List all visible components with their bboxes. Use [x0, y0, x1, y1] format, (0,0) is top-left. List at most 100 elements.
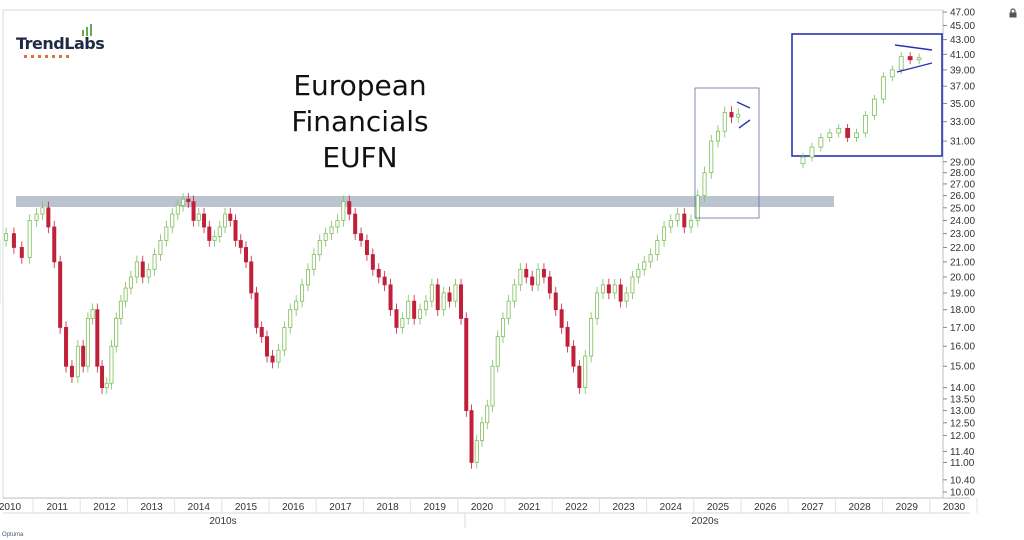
candle-body	[52, 226, 57, 263]
candle-body	[186, 198, 191, 203]
candle-body	[207, 226, 212, 241]
candle-body	[294, 300, 299, 311]
candle-body	[412, 300, 417, 319]
candle-body	[447, 292, 452, 302]
zoom-upper-trendline	[736, 101, 751, 109]
candle-body	[118, 300, 123, 319]
inset-lower-trendline	[896, 62, 933, 73]
candle-body	[682, 213, 687, 228]
y-tick-label: 22.00	[950, 243, 975, 254]
candle-body	[547, 276, 552, 294]
candle-body	[353, 213, 358, 235]
candle-body	[134, 261, 139, 278]
candle-body	[722, 112, 727, 132]
y-tick-label: 47.00	[950, 8, 975, 19]
y-tick-label: 12.50	[950, 418, 975, 429]
y-tick-label: 19.00	[950, 288, 975, 299]
candle-body	[530, 276, 535, 286]
lock-icon[interactable]	[1008, 8, 1018, 18]
y-tick-label: 16.00	[950, 342, 975, 353]
inset-candle-body	[818, 137, 824, 148]
y-tick-label: 12.00	[950, 431, 975, 442]
x-year-label: 2022	[565, 502, 588, 513]
inset-candle-body	[863, 114, 868, 134]
candle-body	[58, 261, 63, 328]
y-tick-label: 14.00	[950, 383, 975, 394]
candle-body	[300, 284, 305, 302]
y-axis-ticks: 47.00 45.00 43.00 41.00 39.00 37.00 35.00 33.00…	[943, 8, 975, 499]
candle-body	[662, 226, 667, 241]
candle-body	[423, 300, 428, 311]
zoom-region-box	[694, 87, 760, 219]
candle-body	[559, 309, 564, 328]
y-tick-label: 13.50	[950, 394, 975, 405]
candle-body	[34, 213, 39, 221]
candle-body	[418, 309, 423, 319]
candle-body	[212, 235, 217, 241]
candle-body	[249, 261, 254, 294]
candle-body	[606, 284, 611, 294]
candle-body	[479, 422, 484, 442]
candle-body	[459, 284, 464, 319]
y-tick-label: 26.00	[950, 191, 975, 202]
x-year-label: 2017	[329, 502, 352, 513]
candle-body	[648, 254, 653, 263]
candle-body	[311, 254, 316, 270]
x-year-label: 2027	[801, 502, 824, 513]
candle-body	[376, 268, 381, 278]
x-year-label: 2011	[46, 502, 68, 513]
x-year-label: 2025	[707, 502, 730, 513]
inset-candle-body	[898, 56, 904, 71]
y-tick-label: 20.00	[950, 273, 975, 284]
candle-body	[364, 240, 369, 255]
x-year-label: 2015	[235, 502, 258, 513]
y-tick-label: 45.00	[950, 21, 975, 32]
candle-body	[675, 213, 680, 221]
candle-body	[85, 318, 90, 367]
candle-body	[341, 201, 346, 221]
candle-body	[729, 112, 734, 118]
candle-body	[259, 327, 264, 338]
inset-candle-body	[845, 127, 851, 138]
x-year-label: 2030	[943, 502, 966, 513]
inset-candle-body	[889, 69, 895, 78]
inset-upper-trendline	[894, 44, 933, 51]
y-tick-label: 33.00	[950, 117, 975, 128]
candle-body	[394, 309, 399, 328]
y-tick-label: 31.00	[950, 137, 975, 148]
candle-body	[100, 365, 105, 389]
x-year-label: 2028	[848, 502, 871, 513]
candle-body	[128, 276, 133, 289]
candle-body	[370, 254, 375, 270]
candle-body	[335, 220, 340, 228]
x-year-label: 2016	[282, 502, 305, 513]
y-tick-label: 24.00	[950, 216, 975, 227]
candle-body	[655, 240, 660, 255]
candle-body	[264, 336, 269, 357]
x-year-label: 2010	[0, 502, 22, 513]
candle-body	[689, 220, 694, 228]
y-tick-label: 21.00	[950, 257, 975, 268]
candle-body	[152, 254, 157, 270]
candle-body	[512, 284, 517, 302]
candle-body	[228, 213, 233, 221]
x-year-label: 2020	[471, 502, 494, 513]
inset-candles	[800, 52, 922, 169]
candle-body	[217, 226, 222, 237]
candle-body	[388, 284, 393, 311]
optuma-text: Optuma	[2, 532, 24, 538]
x-year-label: 2018	[376, 502, 399, 513]
candle-body	[453, 284, 458, 302]
candle-body	[577, 365, 582, 389]
y-tick-label: 39.00	[950, 65, 975, 76]
subtitle-text: EUFN	[322, 141, 398, 174]
candle-body	[536, 268, 541, 286]
candle-body	[441, 292, 446, 311]
candle-body	[382, 276, 387, 286]
inset-candle-body	[880, 76, 886, 100]
candle-body	[123, 287, 128, 302]
candle-body	[583, 355, 588, 389]
y-tick-label: 41.00	[950, 50, 975, 61]
candle-body	[276, 349, 281, 363]
candle-body	[506, 300, 511, 319]
